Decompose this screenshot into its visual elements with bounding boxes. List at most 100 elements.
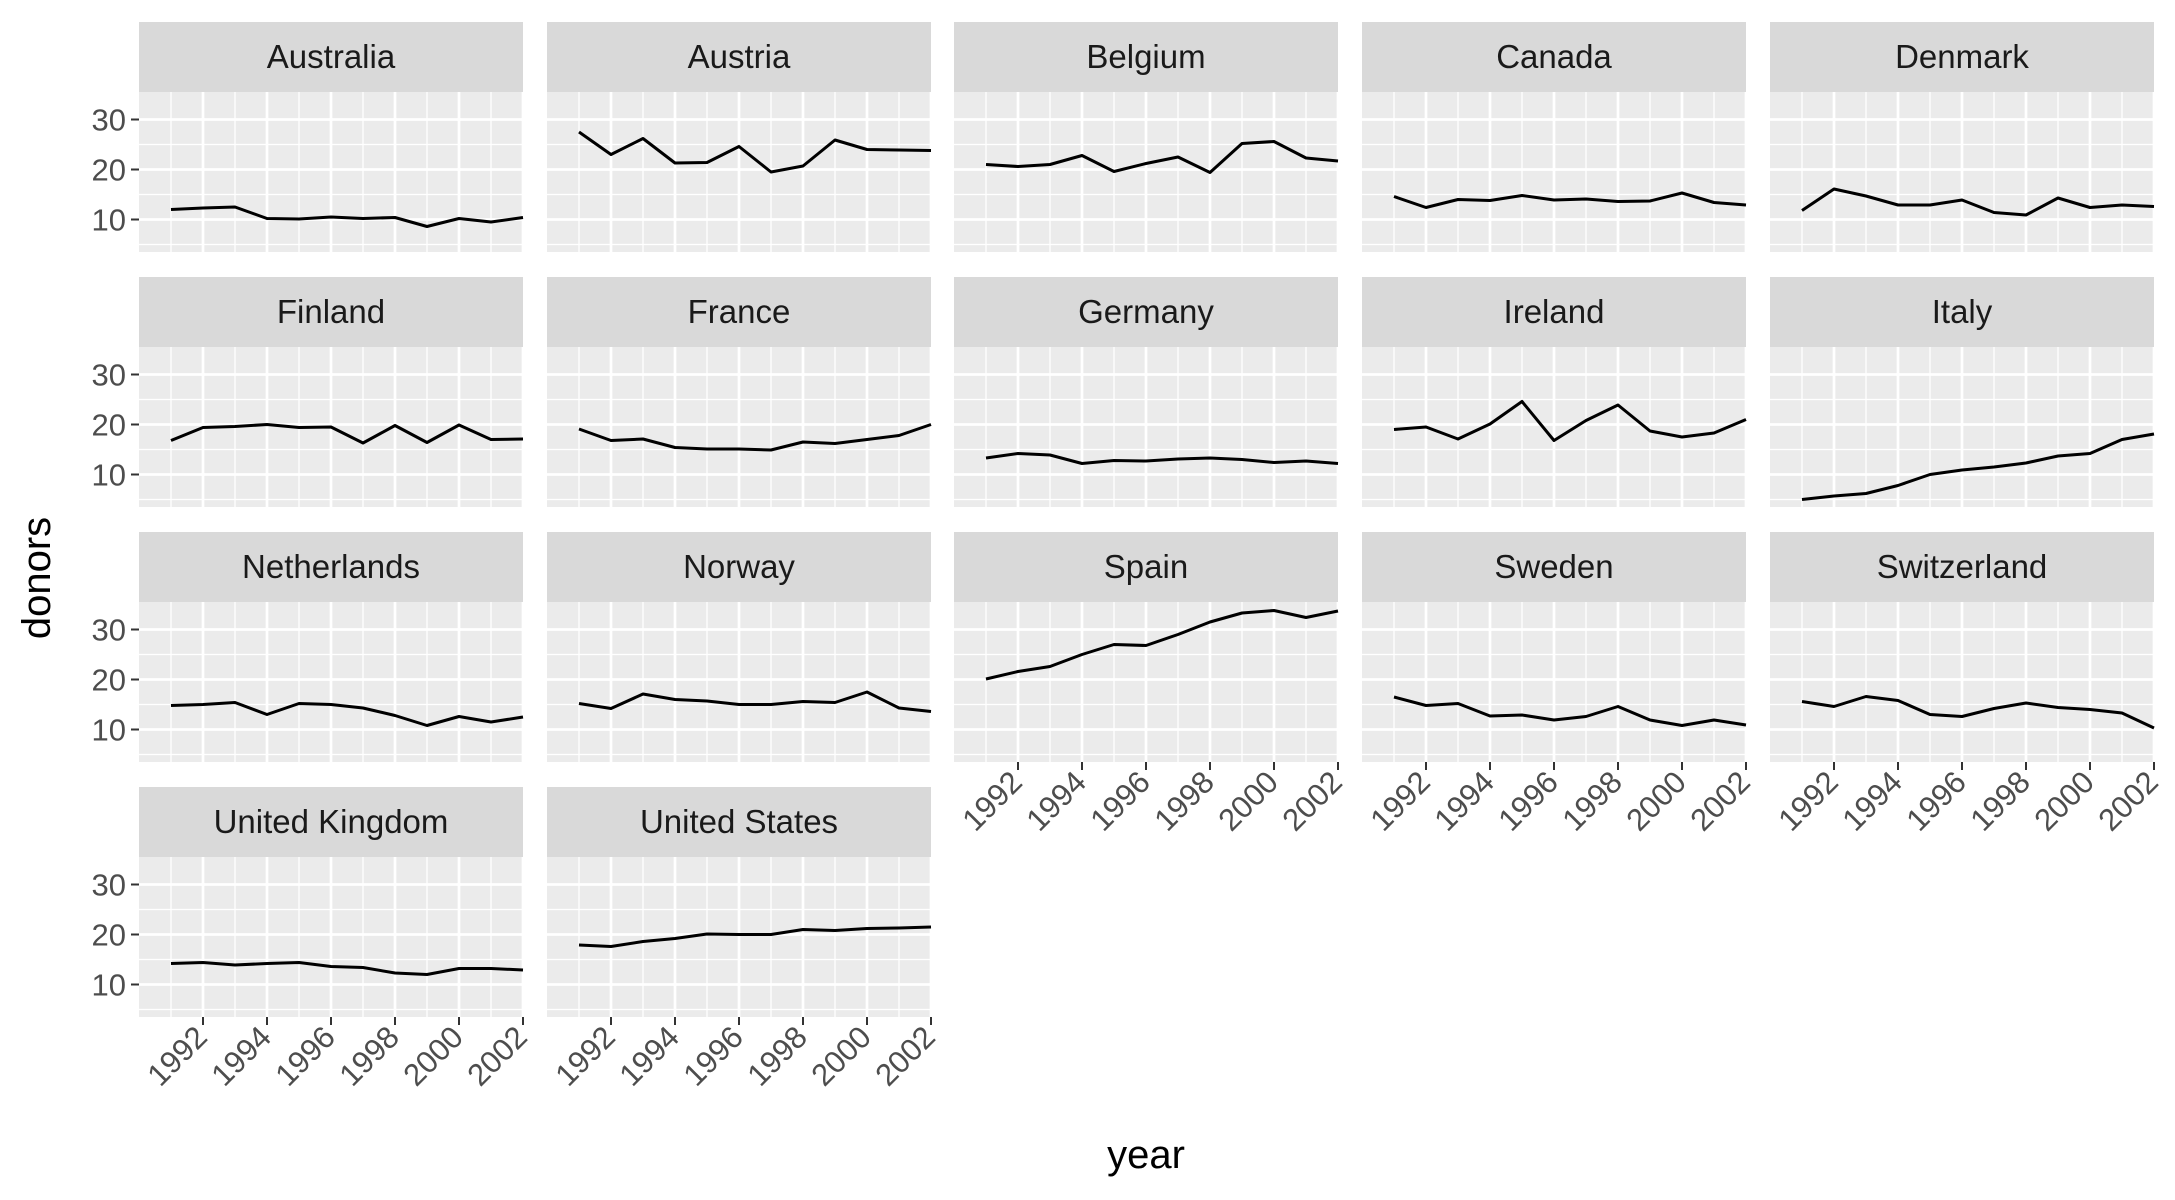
x-tick-label: 2002 [868,1019,942,1093]
x-tick-label: 2002 [2091,764,2165,838]
series-line-ireland [1393,400,1747,442]
facet-strip [139,277,523,347]
facet-strip [547,22,931,92]
facet-finland: Finland 10 20 30 [92,277,525,507]
facet-label: Finland [277,293,385,330]
x-axis-title: year [1107,1133,1185,1177]
facet-label: France [688,293,791,330]
facet-strip [1362,277,1746,347]
x-tick-label: 1996 [676,1019,750,1093]
series-line-norway [578,690,932,713]
facet-label: Spain [1104,548,1188,585]
x-tick-label: 1994 [1427,764,1501,838]
series-line-denmark [1801,187,2155,217]
x-tick-label: 1998 [1147,764,1221,838]
x-tick-label: 2000 [396,1019,470,1093]
facet-label: Denmark [1895,38,2029,75]
series-line-united-states [578,925,932,948]
facet-strip [1770,22,2154,92]
facet-germany: Germany [954,277,1340,507]
facet-label: Norway [683,548,795,585]
x-tick-label: 1994 [1019,764,1093,838]
facet-label: United Kingdom [214,803,449,840]
facet-france: France [547,277,933,507]
facet-label: Italy [1932,293,1993,330]
series-line-finland [170,423,524,445]
y-tick-label: 20 [92,663,126,698]
facet-netherlands: Netherlands 10 20 30 [92,532,525,762]
facet-panels: Australia 10 20 30 Austria Belgium Canada Denma… [92,22,2165,1093]
facet-australia: Australia 10 20 30 [92,22,525,252]
x-tick-label: 1996 [1491,764,1565,838]
facet-strip [547,532,931,602]
y-tick-label: 10 [92,968,126,1003]
x-tick-label: 1994 [1835,764,1909,838]
facet-label: Switzerland [1877,548,2048,585]
facet-denmark: Denmark [1770,22,2156,252]
x-tick-label: 2000 [1211,764,1285,838]
facet-label: United States [640,803,838,840]
y-tick-label: 10 [92,458,126,493]
facet-united-kingdom: United Kingdom 10 20 30 19921994199619982000… [92,787,534,1093]
facet-label: Ireland [1504,293,1605,330]
facet-strip [139,787,523,857]
x-tick-label: 1992 [1363,764,1437,838]
facet-canada: Canada [1362,22,1748,252]
x-tick-label: 1992 [1771,764,1845,838]
y-tick-label: 30 [92,358,126,393]
series-line-france [578,423,932,452]
facet-label: Germany [1078,293,1214,330]
facet-strip [1362,532,1746,602]
facet-strip [1362,22,1746,92]
x-tick-label: 1996 [268,1019,342,1093]
facet-strip [547,787,931,857]
facet-belgium: Belgium [954,22,1340,252]
facet-norway: Norway [547,532,933,762]
facet-strip [954,22,1338,92]
y-tick-label: 20 [92,918,126,953]
x-tick-label: 1998 [1963,764,2037,838]
x-tick-label: 1992 [548,1019,622,1093]
facet-strip [954,277,1338,347]
facet-strip [139,22,523,92]
y-tick-label: 30 [92,868,126,903]
facet-strip [547,277,931,347]
facet-ireland: Ireland [1362,277,1748,507]
x-tick-label: 1994 [204,1019,278,1093]
series-line-belgium [985,140,1339,174]
x-tick-label: 1994 [612,1019,686,1093]
series-line-sweden [1393,695,1747,727]
x-tick-label: 1992 [955,764,1029,838]
facet-strip [954,532,1338,602]
facet-label: Canada [1496,38,1612,75]
y-tick-label: 10 [92,203,126,238]
x-tick-label: 1992 [140,1019,214,1093]
x-tick-label: 2000 [1619,764,1693,838]
x-tick-label: 2002 [1683,764,1757,838]
y-axis-title: donors [15,517,59,639]
facet-label: Austria [688,38,791,75]
facet-strip [139,532,523,602]
facet-austria: Austria [547,22,933,252]
series-line-netherlands [170,701,524,727]
y-tick-label: 30 [92,613,126,648]
x-tick-label: 2002 [460,1019,534,1093]
series-line-italy [1801,432,2155,501]
series-line-austria [578,130,932,174]
facet-label: Australia [267,38,396,75]
x-tick-label: 1998 [332,1019,406,1093]
x-tick-label: 1996 [1083,764,1157,838]
series-line-canada [1393,191,1747,209]
y-tick-label: 20 [92,153,126,188]
series-line-germany [985,452,1339,465]
x-tick-label: 1998 [740,1019,814,1093]
x-tick-label: 2000 [2027,764,2101,838]
facet-strip [1770,532,2154,602]
x-tick-label: 1996 [1899,764,1973,838]
x-tick-label: 1998 [1555,764,1629,838]
series-line-switzerland [1801,695,2155,730]
